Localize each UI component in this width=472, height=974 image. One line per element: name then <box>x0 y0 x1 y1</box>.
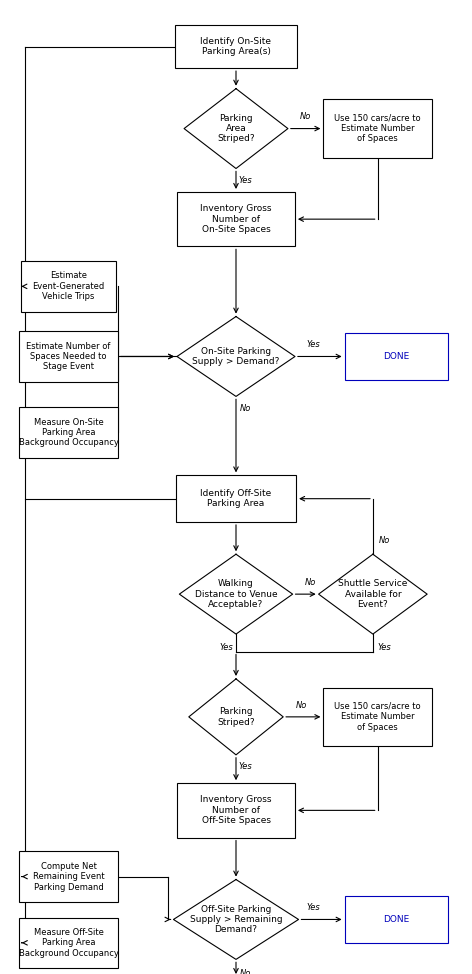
Text: Use 150 cars/acre to
Estimate Number
of Spaces: Use 150 cars/acre to Estimate Number of … <box>334 114 421 143</box>
Bar <box>177 783 295 838</box>
Text: No: No <box>240 403 251 413</box>
Bar <box>176 475 296 522</box>
Bar <box>177 192 295 246</box>
Text: Yes: Yes <box>307 903 320 913</box>
Text: No: No <box>305 578 316 587</box>
Text: Parking
Area
Striped?: Parking Area Striped? <box>217 114 255 143</box>
Text: Compute Net
Remaining Event
Parking Demand: Compute Net Remaining Event Parking Dema… <box>33 862 104 891</box>
Text: Yes: Yes <box>219 643 234 653</box>
Text: Yes: Yes <box>377 643 391 653</box>
Bar <box>323 99 432 158</box>
Text: Off-Site Parking
Supply > Remaining
Demand?: Off-Site Parking Supply > Remaining Dema… <box>190 905 282 934</box>
Text: Use 150 cars/acre to
Estimate Number
of Spaces: Use 150 cars/acre to Estimate Number of … <box>334 702 421 731</box>
Bar <box>323 688 432 746</box>
Bar <box>175 25 297 68</box>
Text: No: No <box>295 700 307 710</box>
Text: No: No <box>300 112 312 122</box>
Text: Estimate Number of
Spaces Needed to
Stage Event: Estimate Number of Spaces Needed to Stag… <box>26 342 110 371</box>
Text: No: No <box>379 536 390 545</box>
Text: Yes: Yes <box>238 175 253 185</box>
Text: Walking
Distance to Venue
Acceptable?: Walking Distance to Venue Acceptable? <box>194 580 278 609</box>
Bar <box>345 333 448 380</box>
Text: DONE: DONE <box>383 915 410 924</box>
Bar <box>19 851 118 902</box>
Bar <box>345 896 448 943</box>
Text: Identify Off-Site
Parking Area: Identify Off-Site Parking Area <box>201 489 271 508</box>
Text: Measure On-Site
Parking Area
Background Occupancy: Measure On-Site Parking Area Background … <box>18 418 118 447</box>
Text: Inventory Gross
Number of
Off-Site Spaces: Inventory Gross Number of Off-Site Space… <box>200 796 272 825</box>
Bar <box>19 918 118 968</box>
Text: Measure Off-Site
Parking Area
Background Occupancy: Measure Off-Site Parking Area Background… <box>18 928 118 957</box>
Text: Estimate
Event-Generated
Vehicle Trips: Estimate Event-Generated Vehicle Trips <box>32 272 105 301</box>
Text: On-Site Parking
Supply > Demand?: On-Site Parking Supply > Demand? <box>192 347 280 366</box>
Text: Identify On-Site
Parking Area(s): Identify On-Site Parking Area(s) <box>201 37 271 56</box>
Text: No: No <box>240 968 251 974</box>
Bar <box>19 407 118 458</box>
Text: Inventory Gross
Number of
On-Site Spaces: Inventory Gross Number of On-Site Spaces <box>200 205 272 234</box>
Text: Yes: Yes <box>238 762 253 771</box>
Text: Shuttle Service
Available for
Event?: Shuttle Service Available for Event? <box>338 580 407 609</box>
Text: DONE: DONE <box>383 352 410 361</box>
Text: Yes: Yes <box>306 340 320 350</box>
Bar <box>21 261 116 312</box>
Text: Parking
Striped?: Parking Striped? <box>217 707 255 727</box>
Bar <box>19 331 118 382</box>
